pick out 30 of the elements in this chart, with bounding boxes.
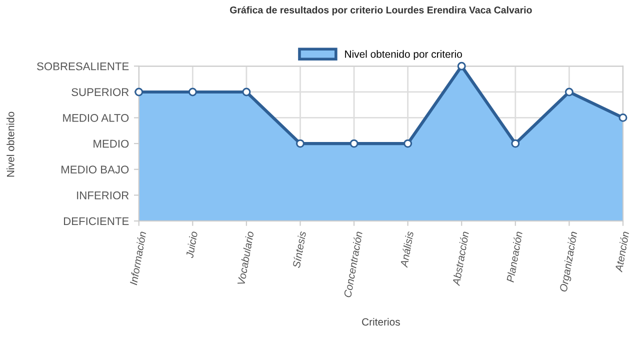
x-tick-label: Vocabulario [237, 231, 254, 285]
point [188, 88, 197, 96]
category-label: DEFICIENTE [64, 217, 129, 226]
point [134, 88, 144, 96]
category-label: MEDIO [94, 140, 129, 148]
x-tick-label: Organización [559, 231, 580, 292]
point [511, 139, 520, 148]
x-tick-label: Atención [614, 231, 630, 272]
category-label: SUPERIOR [72, 88, 129, 96]
text: Nivel obtenido [6, 112, 14, 177]
category-label: MEDIO ALTO [63, 114, 129, 122]
x-tick-label: Planeación [506, 231, 523, 282]
point [350, 139, 358, 148]
x-tick-label: Información [129, 231, 146, 286]
chart-title: Gráfica de resultados por criterio Lourdes Erendira Vaca Calvario [230, 6, 532, 16]
x-tick-label: Análisis [400, 230, 414, 268]
point [457, 62, 466, 70]
legend-label: Nivel obtenido por criterio [345, 50, 462, 60]
point [242, 88, 251, 96]
point [618, 113, 628, 122]
x-axis-title: Criterios [362, 318, 400, 326]
x-tick-label: Abstracción [452, 231, 470, 286]
point [404, 139, 412, 148]
category-label: MEDIO BAJO [62, 166, 129, 174]
point [564, 88, 574, 96]
category-label: INFERIOR [77, 191, 129, 200]
category-label: SOBRESALIENTE [37, 62, 129, 70]
x-tick-label: Síntesis [292, 230, 306, 268]
point [296, 139, 304, 148]
x-tick-label: Juicio [186, 231, 198, 258]
